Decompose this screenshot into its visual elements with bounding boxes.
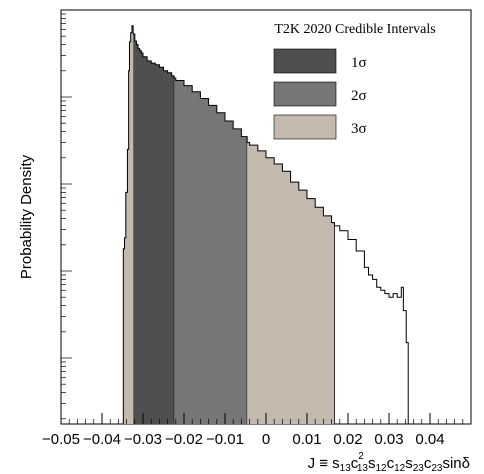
x-axis-title-part: 12 <box>375 463 387 474</box>
x-axis-title: J ≡ s13c2 13s12c12s23c23sinδ <box>308 451 470 474</box>
x-axis-title-part: 13 <box>340 463 352 474</box>
x-tick-label-0: −0.05 <box>42 431 80 448</box>
interval-band-2sigma <box>174 78 248 425</box>
x-axis-title-part: 2 <box>358 451 364 462</box>
legend-swatch-2sigma <box>273 81 337 107</box>
x-tick-label-3: −0.02 <box>165 431 203 448</box>
x-axis-title-part: c <box>351 455 359 472</box>
legend-label-3sigma: 3σ <box>351 121 367 137</box>
x-tick-label-2: −0.03 <box>124 431 162 448</box>
x-axis-title-part: 23 <box>431 463 443 474</box>
x-tick-label-8: 0.03 <box>374 431 403 448</box>
x-axis-title-part: J ≡ s <box>308 455 340 472</box>
x-tick-label-1: −0.04 <box>83 431 121 448</box>
x-axis-title-part: sinδ <box>442 455 470 472</box>
x-axis-ticks <box>60 413 472 424</box>
x-tick-label-9: 0.04 <box>415 431 444 448</box>
y-axis-title: Probability Density <box>18 154 35 279</box>
x-tick-label-4: −0.01 <box>206 431 244 448</box>
legend: T2K 2020 Credible Intervals 1σ 2σ 3σ <box>273 22 436 140</box>
x-axis-title-part: 13 <box>357 463 369 474</box>
outer-tail-fill <box>123 25 134 425</box>
x-tick-label-7: 0.02 <box>333 431 362 448</box>
interval-band-1sigma <box>133 33 175 424</box>
x-axis-title-part: s <box>405 455 413 472</box>
interval-bands <box>133 33 335 425</box>
legend-swatch-3sigma <box>273 114 337 140</box>
x-axis-title-part: c <box>387 455 395 472</box>
y-axis-ticks <box>61 9 72 420</box>
x-axis-title-part: 12 <box>394 463 406 474</box>
legend-label-1sigma: 1σ <box>351 55 367 71</box>
histogram-step-line <box>122 25 409 424</box>
legend-title: T2K 2020 Credible Intervals <box>274 22 435 37</box>
x-axis-title-part: c <box>424 455 432 472</box>
x-axis-title-part: 23 <box>413 463 425 474</box>
x-axis-tick-labels: −0.05 −0.04 −0.03 −0.02 −0.01 0 0.01 0.02 0.03 0.… <box>42 431 445 448</box>
legend-swatch-1sigma <box>273 48 337 74</box>
tail-fill-0 <box>123 25 134 425</box>
x-tick-label-6: 0.01 <box>292 431 321 448</box>
interval-band-3sigma <box>247 142 335 424</box>
x-tick-label-5: 0 <box>262 431 270 448</box>
x-axis-title-part: s <box>368 455 376 472</box>
histogram-outline <box>122 25 409 424</box>
legend-label-2sigma: 2σ <box>351 88 367 104</box>
